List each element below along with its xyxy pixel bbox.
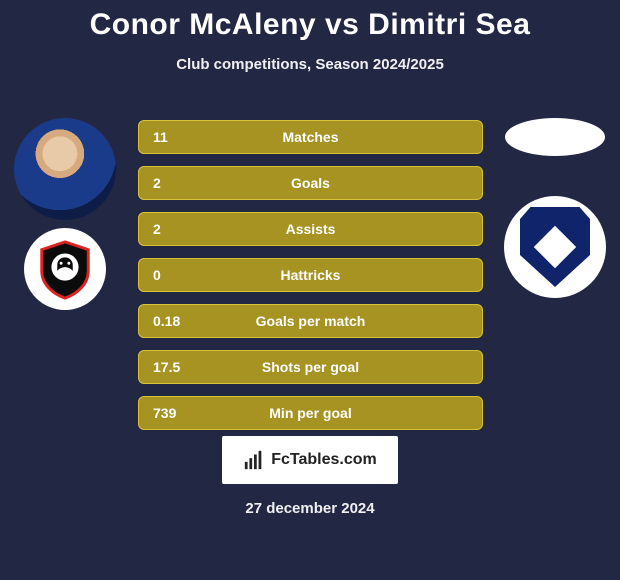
stat-row: 0 Hattricks — [138, 258, 483, 292]
stat-label: Shots per goal — [209, 359, 412, 375]
chart-icon — [243, 449, 265, 471]
stat-left-value: 11 — [139, 129, 209, 145]
player1-club-badge — [24, 228, 106, 310]
player2-column — [500, 118, 610, 298]
page-title: Conor McAleny vs Dimitri Sea — [0, 0, 620, 42]
footer-brand-badge: FcTables.com — [222, 436, 398, 484]
footer-brand-text: FcTables.com — [271, 451, 377, 469]
stat-label: Matches — [209, 129, 412, 145]
player1-column — [10, 118, 120, 310]
stat-label: Min per goal — [209, 405, 412, 421]
stat-left-value: 0 — [139, 267, 209, 283]
stat-label: Goals per match — [209, 313, 412, 329]
stat-label: Goals — [209, 175, 412, 191]
stat-left-value: 2 — [139, 221, 209, 237]
stat-left-value: 739 — [139, 405, 209, 421]
stat-label: Assists — [209, 221, 412, 237]
stat-row: 2 Assists — [138, 212, 483, 246]
player2-avatar — [505, 118, 605, 156]
subtitle: Club competitions, Season 2024/2025 — [0, 56, 620, 73]
footer-date: 27 december 2024 — [0, 500, 620, 517]
stat-row: 0.18 Goals per match — [138, 304, 483, 338]
stat-row: 17.5 Shots per goal — [138, 350, 483, 384]
stat-left-value: 0.18 — [139, 313, 209, 329]
stat-left-value: 2 — [139, 175, 209, 191]
stat-row: 739 Min per goal — [138, 396, 483, 430]
player1-avatar — [14, 118, 116, 220]
stats-table: 11 Matches 2 Goals 2 Assists 0 Hattricks… — [138, 120, 483, 442]
stat-row: 11 Matches — [138, 120, 483, 154]
stat-left-value: 17.5 — [139, 359, 209, 375]
stat-label: Hattricks — [209, 267, 412, 283]
stat-row: 2 Goals — [138, 166, 483, 200]
player2-club-badge — [504, 196, 606, 298]
